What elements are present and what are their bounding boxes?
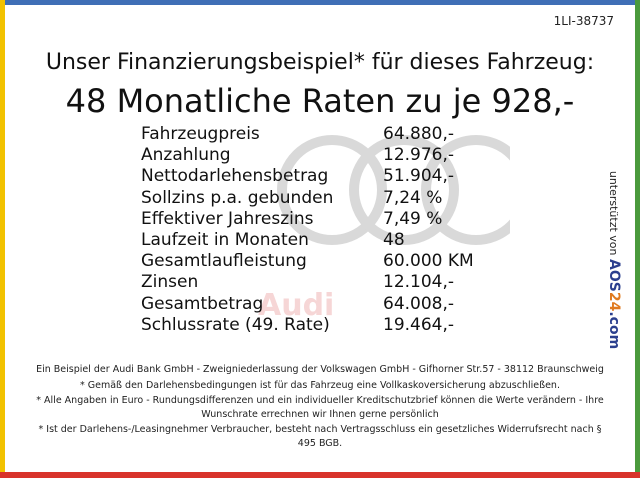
row-value: 60.000 KM xyxy=(383,251,474,272)
footnote: * Alle Angaben in Euro - Rundungsdiffere… xyxy=(36,395,604,420)
supported-by-text: unterstützt von xyxy=(607,170,620,256)
row-value: 19.464,- xyxy=(383,314,455,335)
bottom-color-bar xyxy=(0,472,640,478)
footnote: * Gemäß den Darlehensbedingungen ist für… xyxy=(80,379,560,391)
footnote: * Ist der Darlehens-/Leasingnehmer Verbr… xyxy=(38,424,602,449)
row-value: 48 xyxy=(383,229,405,250)
row-value: 7,49 % xyxy=(383,208,443,229)
row-label: Fahrzeugpreis xyxy=(141,124,260,144)
row-label: Effektiver Jahreszins xyxy=(141,208,314,229)
row-value: 64.008,- xyxy=(383,293,455,314)
row-label: Zinsen xyxy=(141,272,199,293)
row-label: Laufzeit in Monaten xyxy=(141,229,309,250)
footnotes: Ein Beispiel der Audi Bank GmbH - Zweign… xyxy=(36,363,604,452)
audi-rings-logo xyxy=(277,135,510,245)
row-label: Gesamtbetrag xyxy=(141,293,264,314)
top-color-bar xyxy=(0,0,640,5)
logo-ring-3 xyxy=(421,135,510,245)
supported-by-note: unterstützt von AOS24.com xyxy=(606,171,622,349)
brand-part-3: .com xyxy=(606,311,622,350)
footnote: Ein Beispiel der Audi Bank GmbH - Zweign… xyxy=(36,364,604,375)
brand-part-2: 24 xyxy=(606,291,622,312)
monthly-rate-line: 48 Monatliche Raten zu je 928,- xyxy=(65,82,575,120)
row-value: 12.104,- xyxy=(383,272,455,293)
logo-ring-1 xyxy=(277,135,387,245)
right-color-bar xyxy=(635,0,640,478)
brand-part-1: AOS xyxy=(606,259,622,292)
row-value: 7,24 % xyxy=(383,187,443,208)
row-value: 12.976,- xyxy=(383,145,455,166)
row-label: Gesamtlaufleistung xyxy=(141,251,307,272)
logo-ring-2 xyxy=(349,135,459,245)
row-label: Nettodarlehensbetrag xyxy=(141,166,329,187)
audi-watermark-text: Audi xyxy=(258,288,335,323)
left-color-bar xyxy=(0,0,5,478)
row-value: 51.904,- xyxy=(383,166,455,187)
row-label: Schlussrate (49. Rate) xyxy=(141,314,330,335)
reference-id: 1LI-38737 xyxy=(553,14,614,28)
aos24-brand-link[interactable]: AOS24.com xyxy=(606,259,622,349)
row-value: 64.880,- xyxy=(383,124,455,144)
headline: Unser Finanzierungsbeispiel* für dieses … xyxy=(45,50,595,75)
row-label: Anzahlung xyxy=(141,145,231,166)
row-label: Sollzins p.a. gebunden xyxy=(141,187,334,208)
